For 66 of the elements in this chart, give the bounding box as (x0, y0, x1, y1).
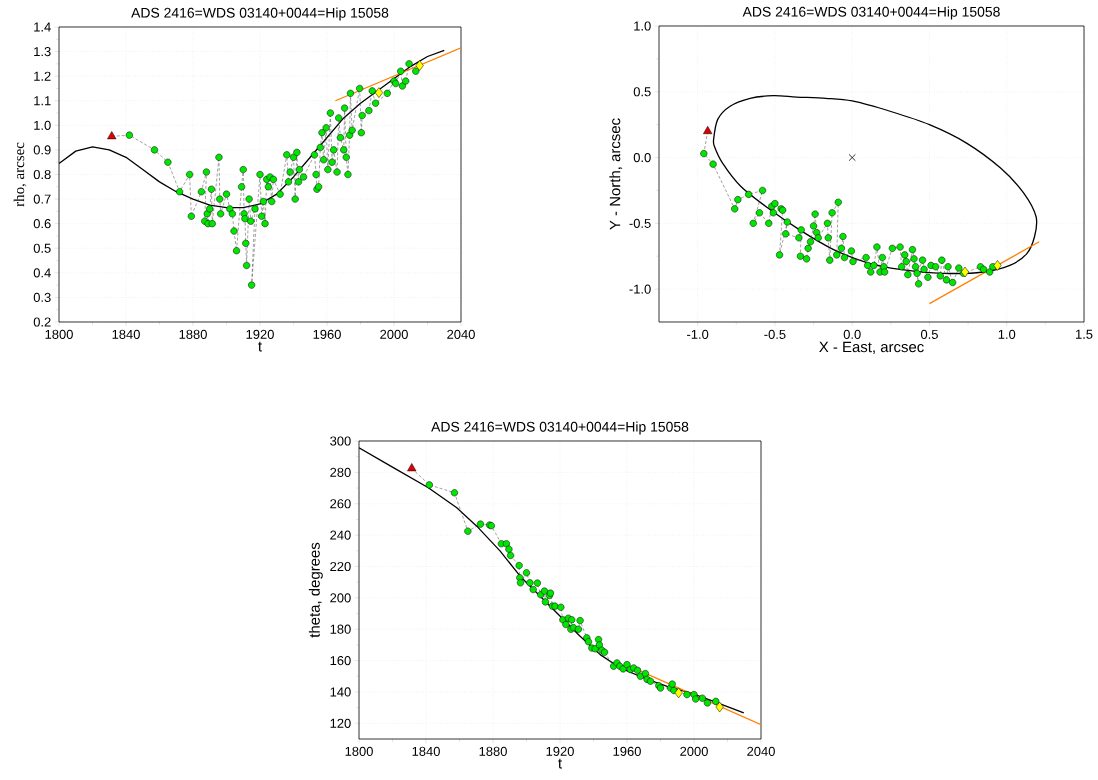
x-tick-label: 2040 (447, 329, 475, 339)
y-tick-label: -1.0 (629, 284, 651, 294)
x-tick-label: 2000 (380, 329, 408, 339)
x-tick-label: -1.0 (687, 329, 709, 339)
chart-title: ADS 2416=WDS 03140+0044=Hip 15058 (131, 7, 389, 21)
y-tick-label: 220 (330, 561, 351, 572)
y-axis-title: Y - North, arcsec (609, 118, 623, 230)
point (107, 131, 117, 140)
chart-title: ADS 2416=WDS 03140+0044=Hip 15058 (742, 6, 1000, 20)
y-tick-label: -0.5 (629, 218, 651, 228)
y-tick-label: 120 (330, 718, 351, 728)
y-tick-label: 0.5 (33, 243, 51, 253)
x-axis-title: t (258, 341, 262, 352)
y-tick-label: 1.0 (634, 21, 651, 31)
point (715, 701, 724, 713)
x-tick-label: 1800 (345, 746, 373, 756)
y-axis-title: rho, arcsec (13, 142, 27, 207)
x-tick-label: 1920 (546, 746, 574, 756)
y-tick-label: 180 (330, 624, 351, 634)
y-tick-label: 1.0 (34, 120, 51, 130)
x-axis-title: X - East, arcsec (819, 341, 924, 354)
y-tick-label: 0.2 (33, 317, 51, 327)
y-tick-label: 240 (330, 530, 351, 540)
point (407, 463, 417, 472)
x-tick-label: 2040 (747, 746, 775, 756)
x-axis-title: t (558, 758, 562, 769)
point (674, 687, 683, 699)
y-tick-label: 1.2 (34, 71, 51, 81)
y-tick-label: 280 (330, 467, 351, 477)
point (848, 153, 856, 162)
y-tick-label: 200 (330, 593, 351, 603)
x-tick-label: 0.0 (843, 329, 861, 339)
y-tick-label: 160 (330, 655, 351, 666)
x-tick-label: 1880 (179, 329, 207, 339)
x-tick-label: 2000 (680, 746, 708, 756)
x-tick-label: 1840 (112, 329, 140, 339)
y-tick-label: 0.7 (33, 194, 51, 204)
y-tick-label: 0.8 (33, 169, 51, 180)
y-tick-label: 0.5 (633, 87, 651, 97)
y-tick-label: 0.6 (33, 219, 51, 229)
chart-title: ADS 2416=WDS 03140+0044=Hip 15058 (431, 421, 689, 435)
y-tick-label: 260 (330, 499, 351, 509)
x-tick-label: 1960 (613, 746, 641, 756)
y-tick-label: 1.3 (34, 46, 51, 57)
x-tick-label: -0.5 (764, 329, 786, 339)
x-tick-label: 1800 (45, 329, 73, 339)
point (374, 87, 383, 98)
x-tick-label: 1.5 (1076, 329, 1093, 339)
y-tick-label: 0.0 (633, 152, 651, 163)
x-tick-label: 1920 (246, 329, 274, 339)
y-tick-label: 1.1 (34, 96, 51, 106)
x-tick-label: 0.5 (920, 329, 938, 339)
y-tick-label: 140 (330, 687, 351, 697)
x-tick-label: 1960 (313, 329, 341, 339)
y-tick-label: 0.9 (33, 145, 51, 155)
y-tick-label: 300 (330, 436, 351, 446)
y-tick-label: 0.3 (33, 292, 51, 302)
y-tick-label: 1.4 (34, 22, 51, 32)
x-tick-label: 1.0 (998, 329, 1016, 339)
point (993, 260, 1002, 271)
point (703, 125, 713, 134)
x-tick-label: 1840 (412, 746, 440, 756)
x-tick-label: 1880 (479, 746, 507, 756)
y-tick-label: 0.4 (33, 268, 51, 278)
y-axis-title: theta, degrees (308, 542, 323, 638)
point (415, 60, 424, 71)
